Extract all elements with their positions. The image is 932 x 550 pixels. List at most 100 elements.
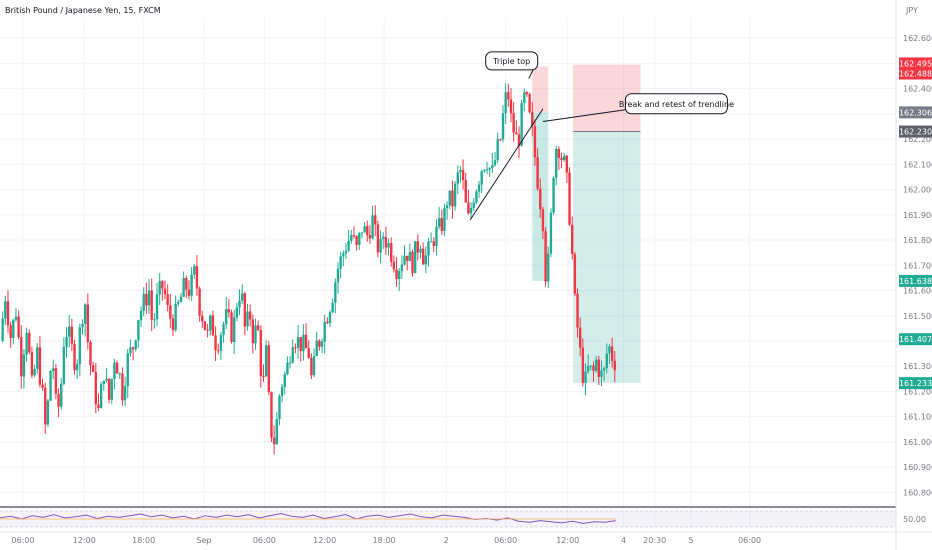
candle-body — [570, 224, 574, 255]
x-tick-label: 2 — [444, 536, 449, 545]
candle-body — [17, 316, 20, 338]
candle-body — [153, 319, 156, 321]
candle-body — [291, 347, 294, 363]
candle-body — [41, 384, 44, 388]
time-axis[interactable]: 06:00 12:00 18:00 Sep 06:00 12:00 18:00 2 06:00 1… — [0, 531, 932, 545]
candle-body — [28, 332, 31, 353]
y-tick-label: 162.000 — [903, 186, 932, 195]
candle-body — [44, 387, 47, 425]
candle-body — [384, 236, 388, 248]
candle-body — [142, 293, 145, 311]
candle-body — [99, 383, 103, 408]
y-tick-label: 160.800 — [903, 488, 932, 497]
candle-body — [25, 332, 28, 355]
y-tick-label: 161.000 — [903, 438, 932, 447]
candle-body — [501, 113, 505, 140]
price-badge — [899, 67, 932, 80]
candle-body — [344, 250, 348, 254]
x-tick-label: 06:00 — [253, 536, 276, 545]
y-tick-label: 161.700 — [903, 261, 932, 270]
candle-body — [594, 359, 598, 371]
x-tick-label: 12:00 — [313, 536, 336, 545]
candle-body — [552, 177, 555, 213]
x-tick-label: 12:00 — [73, 536, 96, 545]
y-tick-label: 161.900 — [903, 211, 932, 220]
candle-body — [539, 188, 542, 210]
candle-body — [366, 226, 369, 236]
candle-body — [193, 266, 196, 275]
candle-body — [49, 371, 52, 401]
candle-body — [302, 334, 305, 352]
candle-body — [459, 169, 462, 173]
candle-body — [123, 386, 127, 401]
candle-body — [360, 232, 364, 234]
candle-body — [509, 99, 513, 114]
candle-body — [238, 300, 241, 308]
candle-body — [36, 347, 39, 369]
candle-body — [211, 315, 215, 336]
candle-body — [560, 157, 563, 161]
candle-body — [469, 207, 473, 214]
candle-body — [355, 236, 358, 245]
candle-body — [294, 347, 297, 349]
price-badge-text: 161.233 — [899, 379, 932, 388]
candle-body — [371, 215, 374, 239]
take-profit-zone — [573, 131, 641, 384]
candle-body — [9, 325, 12, 338]
candle-body — [584, 371, 587, 383]
y-tick-label: 160.900 — [903, 463, 932, 472]
candle-body — [86, 304, 90, 342]
price-badge — [899, 57, 932, 70]
candle-body — [403, 255, 406, 265]
candle-body — [33, 368, 36, 376]
candle-body — [395, 269, 398, 280]
candle-body — [557, 149, 561, 158]
y-tick-label: 162.600 — [903, 34, 932, 43]
y-tick-label: 161.200 — [903, 387, 932, 396]
y-tick-label: 162.400 — [903, 85, 932, 94]
y-tick-label: 161.300 — [903, 362, 932, 371]
price-axis[interactable]: 160.800 160.900 161.000 161.100 161.200 161.3… — [895, 0, 932, 550]
candle-body — [187, 289, 191, 296]
candle-body — [608, 346, 611, 354]
candle-body — [437, 218, 441, 227]
candle-body — [30, 352, 34, 376]
candle-body — [352, 235, 356, 237]
candle-body — [336, 268, 340, 283]
candle-body — [547, 253, 550, 282]
candle-body — [517, 134, 521, 146]
candle-body — [113, 362, 116, 380]
candle-body — [576, 293, 579, 328]
candle-body — [62, 346, 66, 384]
candle-body — [60, 383, 63, 407]
candle-body — [379, 239, 382, 253]
candle-body — [12, 319, 15, 338]
price-badge-text: 161.407 — [899, 335, 932, 344]
candle-body — [592, 365, 595, 371]
x-tick-label: 18:00 — [132, 536, 155, 545]
candle-body — [203, 321, 207, 330]
candle-body — [555, 149, 558, 178]
candle-body — [198, 288, 201, 316]
candle-body — [581, 347, 585, 383]
symbol-title[interactable]: British Pound / Japanese Yen, 15, FXCM — [5, 6, 161, 15]
candle-body — [139, 310, 143, 321]
candle-body — [137, 320, 140, 341]
candle-body — [102, 380, 105, 384]
x-tick-label: 5 — [689, 536, 694, 545]
candle-body — [147, 290, 151, 306]
candle-body — [150, 290, 153, 320]
candle-body — [549, 212, 553, 254]
candle-body — [54, 368, 58, 394]
candle-body — [339, 256, 342, 269]
candle-body — [81, 323, 84, 328]
y-tick-label: 161.800 — [903, 236, 932, 245]
price-badge — [899, 106, 932, 119]
candle-body — [358, 232, 361, 245]
candle-body — [456, 172, 459, 184]
candle-body — [105, 378, 108, 381]
candle-body — [400, 264, 404, 272]
price-badge-text: 162.495 — [899, 59, 932, 68]
candle-body — [323, 321, 326, 342]
